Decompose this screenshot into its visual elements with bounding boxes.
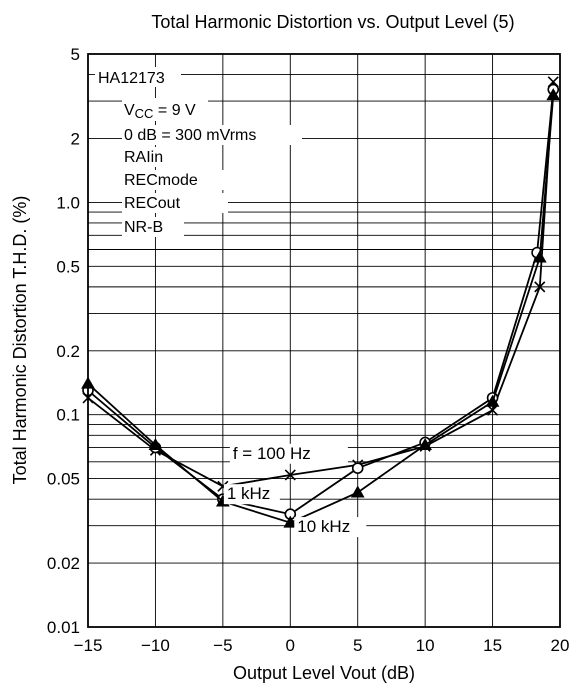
nr-label: NR-B xyxy=(124,219,163,236)
data-point-triangle xyxy=(350,485,365,498)
mode-label: RECmode xyxy=(124,172,198,189)
device-label: HA12173 xyxy=(98,70,165,87)
axes: −15 −10 −5 0 5 10 15 20 0.01 0.02 0.05 0.1 0.2 0.5 1.0… xyxy=(47,45,570,655)
series-layer xyxy=(81,76,561,528)
vcc-label-value: = 9 V xyxy=(153,102,196,119)
cond-label-bg xyxy=(122,98,208,121)
data-point-triangle xyxy=(283,515,298,528)
y-tick-label: 0.5 xyxy=(56,257,80,276)
y-tick-label: 2 xyxy=(71,129,80,148)
data-point-triangle xyxy=(546,88,561,101)
data-point-triangle xyxy=(418,437,433,450)
grid-layer xyxy=(88,54,560,627)
data-point-circle xyxy=(351,462,364,474)
cond-label-bg xyxy=(122,217,184,237)
x-tick-label: −10 xyxy=(141,636,170,655)
x-tick-label: 10 xyxy=(416,636,435,655)
x-axis-label: Output Level Vout (dB) xyxy=(233,663,415,683)
series-label-bg xyxy=(223,484,280,505)
vcc-label-sub: CC xyxy=(135,106,154,121)
x-tick-label: 0 xyxy=(286,636,295,655)
x-tick-label: −15 xyxy=(74,636,103,655)
series-label: f = 100 Hz xyxy=(233,444,311,463)
data-point-triangle xyxy=(485,394,500,407)
x-tick-label: −5 xyxy=(213,636,232,655)
cond-label-bg xyxy=(122,193,228,213)
data-point-triangle xyxy=(532,250,547,263)
y-axis-label: Total Harmonic Distortion T.H.D. (%) xyxy=(10,196,30,485)
series-label: 10 kHz xyxy=(297,517,350,536)
series-label-bg xyxy=(294,517,367,538)
y-tick-label: 0.2 xyxy=(56,342,80,361)
y-tick-label: 0.01 xyxy=(47,618,80,637)
y-tick-label: 0.1 xyxy=(56,406,80,425)
y-tick-label: 5 xyxy=(71,45,80,64)
ref-level-label: 0 dB = 300 mVrms xyxy=(124,127,256,144)
chart-title: Total Harmonic Distortion vs. Output Lev… xyxy=(151,12,514,32)
y-tick-label: 1.0 xyxy=(56,193,80,212)
vcc-label-prefix: V xyxy=(124,102,135,119)
data-point-cross xyxy=(534,281,546,293)
y-tick-label: 0.02 xyxy=(47,554,80,573)
data-point-cross xyxy=(284,469,296,481)
plot-frame xyxy=(87,53,561,628)
data-point-triangle xyxy=(148,437,163,450)
series-labels: f = 100 Hz 1 kHz 10 kHz xyxy=(223,443,367,538)
x-tick-label: 5 xyxy=(353,636,362,655)
conditions-block: HA12173 VCC = 9 V 0 dB = 300 mVrms RAIin… xyxy=(95,67,302,237)
data-point-cross xyxy=(487,404,499,416)
y-tick-label: 0.05 xyxy=(47,470,80,489)
cond-label-bg xyxy=(122,125,302,145)
output-label: RECout xyxy=(124,195,181,212)
x-tick-label: 20 xyxy=(551,636,570,655)
vcc-label: VCC = 9 V xyxy=(124,102,196,121)
cond-label-bg xyxy=(95,67,181,87)
x-tick-label: 15 xyxy=(483,636,502,655)
cond-label-bg xyxy=(122,170,228,190)
series-label-bg xyxy=(229,443,348,464)
input-label: RAIin xyxy=(124,149,163,166)
cond-label-bg xyxy=(122,147,182,167)
series-label: 1 kHz xyxy=(227,484,270,503)
